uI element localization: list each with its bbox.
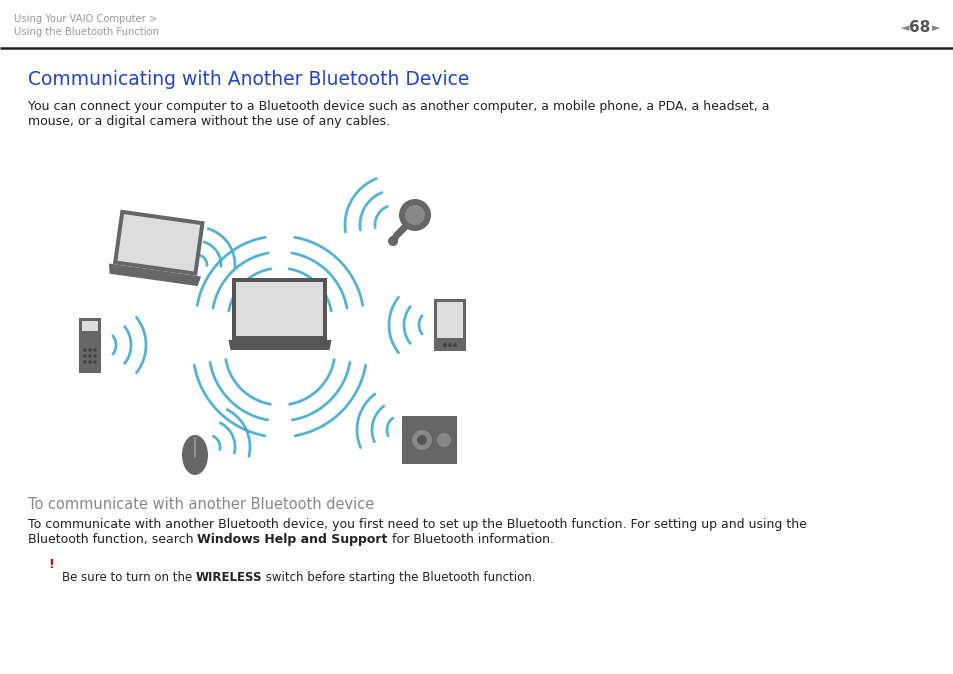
Text: To communicate with another Bluetooth device: To communicate with another Bluetooth de…: [28, 497, 374, 512]
Text: 68: 68: [908, 20, 930, 36]
Text: Using Your VAIO Computer >: Using Your VAIO Computer >: [14, 14, 157, 24]
Circle shape: [88, 348, 91, 352]
Circle shape: [453, 343, 456, 347]
Text: Windows Help and Support: Windows Help and Support: [197, 533, 388, 546]
Circle shape: [93, 355, 96, 358]
Text: To communicate with another Bluetooth device, you first need to set up the Bluet: To communicate with another Bluetooth de…: [28, 518, 806, 531]
Circle shape: [442, 343, 447, 347]
Polygon shape: [236, 282, 323, 336]
Circle shape: [83, 355, 87, 358]
Polygon shape: [82, 321, 98, 331]
Text: !: !: [48, 558, 53, 571]
Text: ►: ►: [931, 23, 940, 33]
Circle shape: [448, 343, 452, 347]
Polygon shape: [117, 214, 200, 272]
Polygon shape: [233, 278, 327, 340]
Polygon shape: [402, 416, 457, 464]
Circle shape: [88, 355, 91, 358]
Text: switch before starting the Bluetooth function.: switch before starting the Bluetooth fun…: [262, 571, 536, 584]
Text: Communicating with Another Bluetooth Device: Communicating with Another Bluetooth Dev…: [28, 70, 469, 89]
Circle shape: [83, 348, 87, 352]
Polygon shape: [434, 299, 465, 351]
Polygon shape: [109, 264, 201, 286]
Circle shape: [405, 205, 424, 225]
Circle shape: [93, 348, 96, 352]
Polygon shape: [112, 210, 205, 276]
Circle shape: [388, 236, 397, 246]
Polygon shape: [229, 340, 331, 350]
Text: Bluetooth function, search: Bluetooth function, search: [28, 533, 197, 546]
Circle shape: [412, 430, 432, 450]
Polygon shape: [79, 317, 101, 373]
Text: WIRELESS: WIRELESS: [195, 571, 262, 584]
Circle shape: [398, 199, 431, 231]
Ellipse shape: [182, 435, 208, 475]
Text: mouse, or a digital camera without the use of any cables.: mouse, or a digital camera without the u…: [28, 115, 390, 128]
Text: Using the Bluetooth Function: Using the Bluetooth Function: [14, 27, 159, 37]
Circle shape: [416, 435, 427, 445]
Text: for Bluetooth information.: for Bluetooth information.: [388, 533, 554, 546]
Text: ◄: ◄: [900, 23, 908, 33]
Polygon shape: [436, 302, 462, 338]
Circle shape: [436, 433, 451, 447]
Text: Be sure to turn on the: Be sure to turn on the: [62, 571, 195, 584]
Circle shape: [83, 360, 87, 364]
Text: You can connect your computer to a Bluetooth device such as another computer, a : You can connect your computer to a Bluet…: [28, 100, 769, 113]
Circle shape: [93, 360, 96, 364]
Circle shape: [88, 360, 91, 364]
